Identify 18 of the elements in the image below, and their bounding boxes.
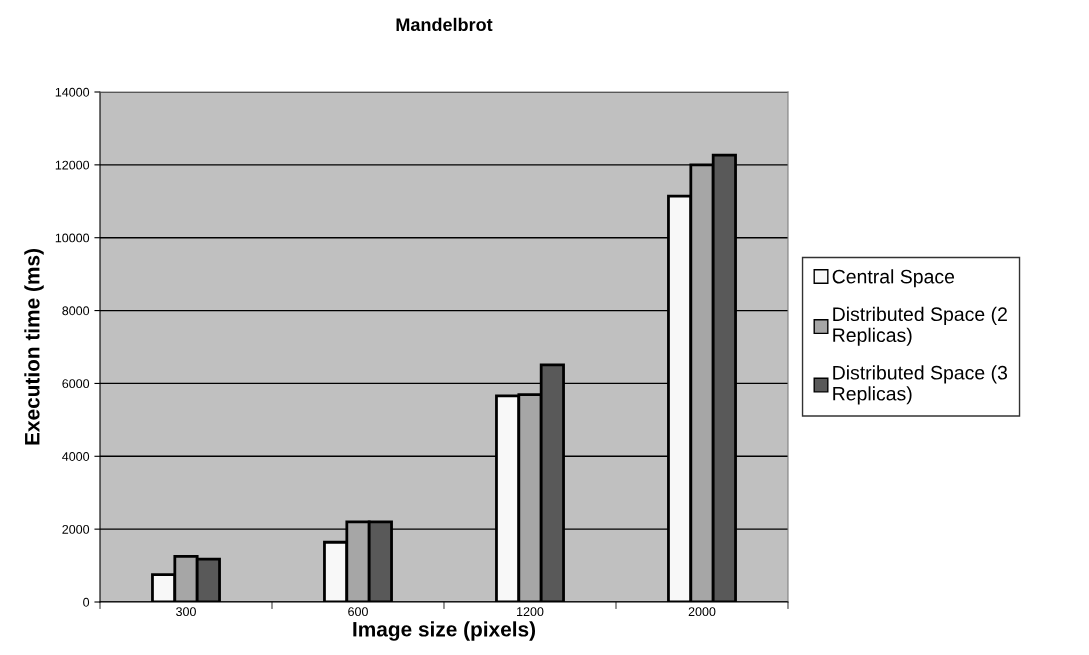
y-tick-label: 8000 xyxy=(62,306,90,316)
y-tick-label: 6000 xyxy=(62,379,90,389)
x-axis-title: Image size (pixels) xyxy=(353,621,536,641)
y-tick-label: 14000 xyxy=(55,87,90,97)
legend-label: Distributed Space (2 Replicas) xyxy=(833,306,1007,346)
y-tick-label: 4000 xyxy=(62,452,90,461)
legend-label: Distributed Space (3 Replicas) xyxy=(833,365,1008,405)
legend-label: Central Space xyxy=(832,269,955,288)
y-tick-label: 12000 xyxy=(55,160,90,170)
x-tick-label: 1200 xyxy=(517,607,544,617)
x-tick-label: 600 xyxy=(348,607,368,617)
y-axis-title: Execution time (ms) xyxy=(24,249,44,445)
x-tick-label: 2000 xyxy=(688,607,716,617)
y-tick-label: 10000 xyxy=(55,233,90,243)
x-tick-label: 300 xyxy=(176,607,196,617)
chart-title: Mandelbrot xyxy=(396,17,493,32)
y-tick-label: 2000 xyxy=(62,524,90,534)
y-tick-label: 0 xyxy=(83,597,90,607)
